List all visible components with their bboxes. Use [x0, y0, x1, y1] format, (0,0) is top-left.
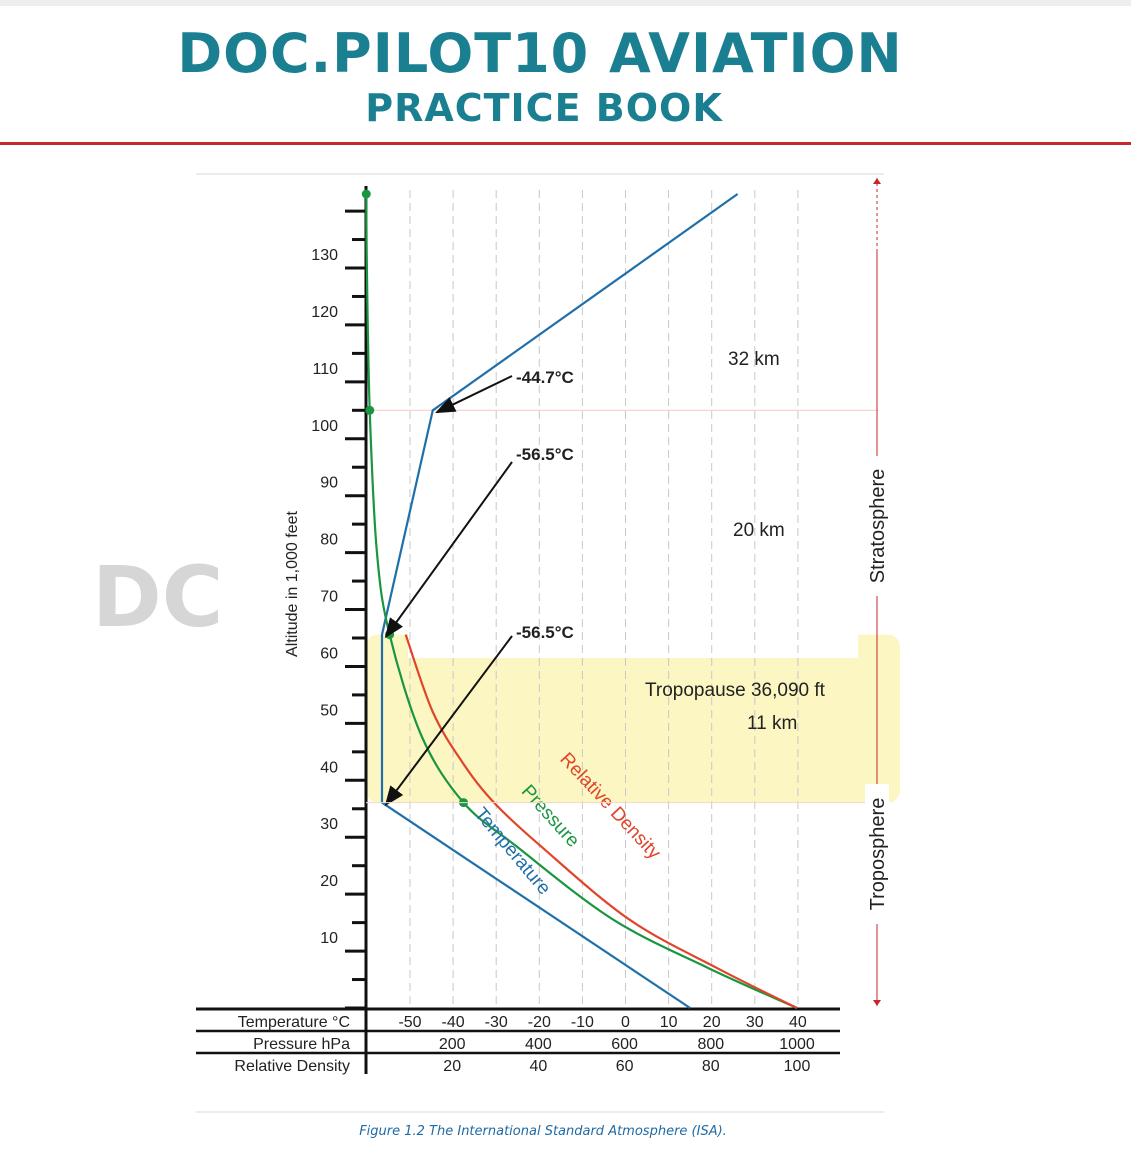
x-tick-label: 80 — [702, 1058, 720, 1075]
y-tick-label: 120 — [311, 304, 338, 321]
x-tick-label: 0 — [621, 1014, 630, 1031]
y-tick-label: 100 — [311, 418, 338, 435]
y-tick-label: 50 — [320, 702, 338, 719]
x-tick-label: 600 — [611, 1036, 638, 1053]
x-tick-label: -40 — [442, 1014, 465, 1031]
series-line-pressure — [365, 193, 798, 1010]
annotation-arrow — [384, 635, 513, 807]
annotation-label: -56.5°C — [516, 623, 574, 642]
x-tick-label: -20 — [528, 1014, 551, 1031]
series-marker — [365, 405, 375, 415]
y-axis-label: Altitude in 1,000 feet — [284, 511, 301, 657]
y-tick-label: 60 — [320, 645, 338, 662]
series-line-temperature — [380, 193, 739, 1009]
highlight-band — [366, 634, 900, 803]
annotation-arrow — [384, 461, 513, 639]
x-tick-label: 100 — [784, 1058, 811, 1075]
layer-label: Stratosphere — [867, 469, 889, 584]
annotation-label: Tropopause 36,090 ft — [645, 680, 826, 701]
x-tick-label: 20 — [443, 1058, 461, 1075]
x-tick-label: 400 — [525, 1036, 552, 1053]
brand-title: DOC.PILOT10 AVIATION — [177, 22, 903, 85]
series-marker — [361, 189, 371, 199]
annotation-label: 11 km — [747, 713, 797, 734]
x-tick-label: 20 — [703, 1014, 721, 1031]
annotation-label: 20 km — [733, 520, 785, 541]
y-tick-label: 70 — [320, 589, 338, 606]
figure-caption: Figure 1.2 The International Standard At… — [359, 1124, 727, 1139]
bracket-arrowhead — [873, 178, 881, 184]
x-tick-label: -50 — [398, 1014, 421, 1031]
x-axis-label: Pressure hPa — [253, 1036, 350, 1053]
layer-label: Troposphere — [867, 798, 889, 911]
layer-label-bg — [865, 456, 889, 596]
x-tick-label: -30 — [485, 1014, 508, 1031]
series-line-relative-density — [404, 634, 798, 1009]
y-tick-label: 20 — [320, 873, 338, 890]
x-axis-label: Relative Density — [234, 1058, 350, 1075]
y-tick-label: 130 — [311, 247, 338, 264]
x-tick-label: 60 — [616, 1058, 634, 1075]
x-tick-label: 800 — [697, 1036, 724, 1053]
x-tick-label: 10 — [660, 1014, 678, 1031]
watermark: DC — [92, 548, 224, 646]
annotation-arrow — [435, 375, 513, 414]
annotation-label: -44.7°C — [516, 368, 574, 387]
brand-subtitle: PRACTICE BOOK — [365, 86, 723, 130]
y-tick-label: 40 — [320, 759, 338, 776]
y-tick-label: 10 — [320, 930, 338, 947]
top-bar — [0, 0, 1131, 6]
y-tick-label: 80 — [320, 532, 338, 549]
x-tick-label: -10 — [571, 1014, 594, 1031]
x-tick-label: 40 — [789, 1014, 807, 1031]
header-rule — [0, 142, 1131, 145]
x-axis-label: Temperature °C — [238, 1014, 350, 1031]
y-tick-label: 30 — [320, 816, 338, 833]
y-tick-label: 90 — [320, 475, 338, 492]
x-tick-label: 200 — [439, 1036, 466, 1053]
highlight-band-inner — [408, 554, 858, 658]
layer-label-bg — [865, 784, 889, 924]
x-tick-label: 40 — [530, 1058, 548, 1075]
annotation-label: -56.5°C — [516, 445, 574, 464]
x-tick-label: 30 — [746, 1014, 764, 1031]
x-tick-label: 1000 — [779, 1036, 815, 1053]
y-tick-label: 110 — [312, 361, 338, 378]
bracket-arrowhead — [873, 1000, 881, 1006]
annotation-label: 32 km — [728, 349, 780, 370]
